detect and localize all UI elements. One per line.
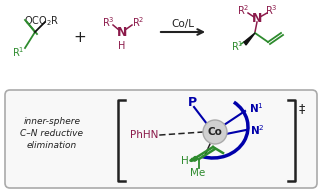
Text: N$^1$: N$^1$ <box>249 101 264 115</box>
Text: Co/L: Co/L <box>172 19 194 29</box>
Text: N: N <box>117 26 127 39</box>
Text: R$^1$: R$^1$ <box>12 45 24 59</box>
Text: Co: Co <box>208 127 223 137</box>
Text: R$^2$: R$^2$ <box>237 3 249 17</box>
Text: N$^2$: N$^2$ <box>250 123 265 137</box>
FancyBboxPatch shape <box>5 90 317 188</box>
Text: OCO$_2$R: OCO$_2$R <box>24 14 60 28</box>
Text: Me: Me <box>190 168 206 178</box>
Text: R$^3$: R$^3$ <box>102 15 114 29</box>
Polygon shape <box>244 33 255 45</box>
Text: elimination: elimination <box>27 142 77 150</box>
Text: H: H <box>118 41 126 51</box>
Circle shape <box>203 120 227 144</box>
Text: N: N <box>252 12 262 25</box>
Text: C–N reductive: C–N reductive <box>21 129 83 139</box>
Text: H: H <box>181 156 189 166</box>
Text: inner-sphere: inner-sphere <box>24 118 80 126</box>
Text: +: + <box>74 30 86 46</box>
Text: R$^3$: R$^3$ <box>265 3 277 17</box>
Text: PhHN: PhHN <box>130 130 158 140</box>
Text: R$^2$: R$^2$ <box>132 15 144 29</box>
Text: $\ddagger$: $\ddagger$ <box>298 102 306 116</box>
Text: R$^1$: R$^1$ <box>231 39 243 53</box>
Text: P: P <box>187 97 196 109</box>
